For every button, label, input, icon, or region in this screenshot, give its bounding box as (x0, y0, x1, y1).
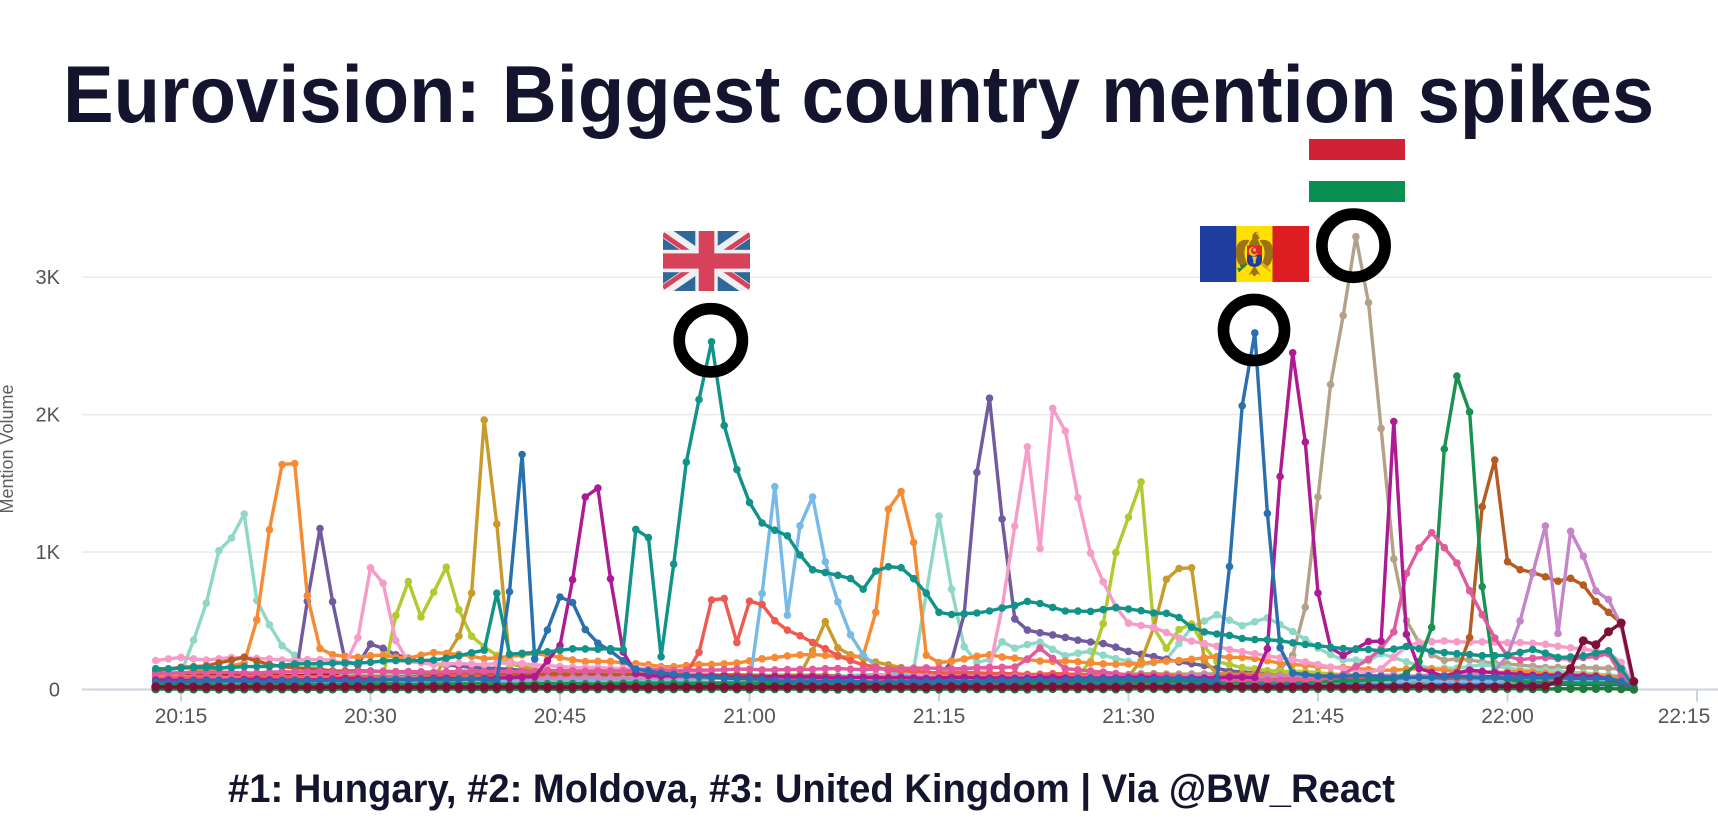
svg-text:2K: 2K (36, 405, 61, 427)
svg-text:20:15: 20:15 (155, 705, 208, 728)
svg-text:21:30: 21:30 (1102, 705, 1155, 728)
svg-text:20:30: 20:30 (344, 705, 397, 728)
svg-text:Mention Volume: Mention Volume (0, 384, 17, 513)
svg-text:21:15: 21:15 (913, 705, 966, 728)
svg-text:22:15: 22:15 (1658, 705, 1711, 728)
svg-text:21:45: 21:45 (1292, 705, 1345, 728)
svg-text:20:45: 20:45 (534, 705, 587, 728)
svg-text:22:00: 22:00 (1481, 705, 1534, 728)
svg-text:21:00: 21:00 (723, 705, 776, 728)
svg-text:1K: 1K (36, 542, 61, 564)
svg-text:3K: 3K (36, 267, 61, 289)
svg-text:0: 0 (49, 680, 60, 702)
